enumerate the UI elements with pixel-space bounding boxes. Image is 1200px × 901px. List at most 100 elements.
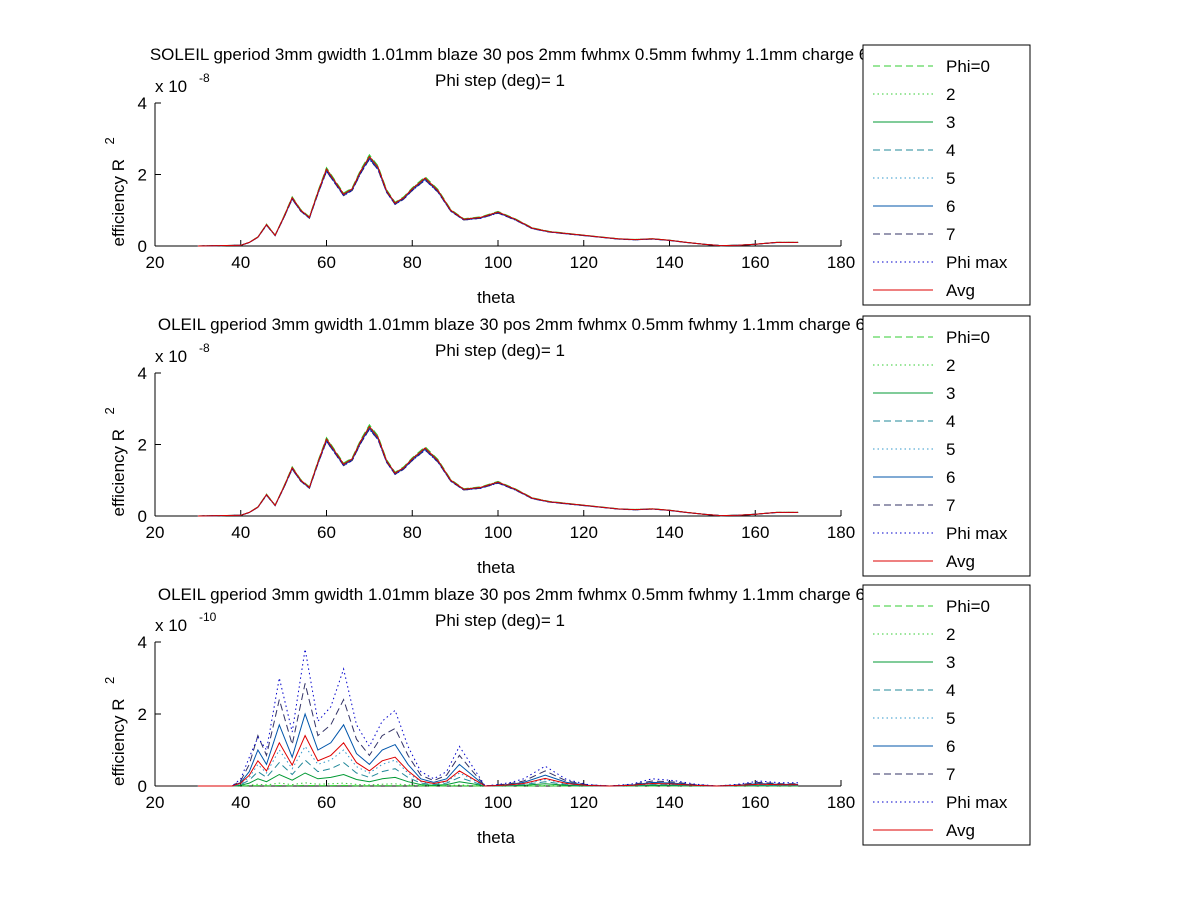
x-tick-label: 20 xyxy=(146,253,165,272)
series-line-3 xyxy=(197,155,799,247)
y-axis-label-group: efficiency R 2 xyxy=(102,407,128,516)
legend-entry: 5 xyxy=(946,709,955,728)
chart-title: OLEIL gperiod 3mm gwidth 1.01mm blaze 30… xyxy=(158,585,930,604)
series-line-phi-0 xyxy=(197,153,799,247)
legend-entry: 6 xyxy=(946,197,955,216)
x-tick-label: 20 xyxy=(146,793,165,812)
x-tick-label: 80 xyxy=(403,793,422,812)
y-multiplier-exponent: -8 xyxy=(199,71,210,85)
x-tick-label: 40 xyxy=(231,253,250,272)
series-line-6 xyxy=(197,427,799,517)
legend-entry: 3 xyxy=(946,384,955,403)
subplot-3: OLEIL gperiod 3mm gwidth 1.01mm blaze 30… xyxy=(102,584,1031,847)
chart-title: OLEIL gperiod 3mm gwidth 1.01mm blaze 30… xyxy=(158,315,930,334)
y-tick-label: 0 xyxy=(138,237,147,256)
y-tick-label: 0 xyxy=(138,777,147,796)
x-tick-label: 80 xyxy=(403,523,422,542)
legend-entry: Phi max xyxy=(946,793,1008,812)
y-axis-label-superscript: 2 xyxy=(102,407,117,414)
series-line-3 xyxy=(197,772,799,787)
y-tick-label: 4 xyxy=(138,94,147,113)
series-line-phi-0 xyxy=(197,784,799,787)
x-tick-label: 60 xyxy=(317,793,336,812)
series-line-7 xyxy=(197,158,799,247)
x-tick-label: 100 xyxy=(484,793,512,812)
x-tick-label: 20 xyxy=(146,523,165,542)
x-tick-label: 160 xyxy=(741,523,769,542)
legend-box xyxy=(862,44,1031,306)
series-line-5 xyxy=(197,427,799,517)
legend: Phi=0 2 3 4 5 6 7 Phi max Avg xyxy=(862,584,1031,846)
y-multiplier-exponent: -8 xyxy=(199,341,210,355)
legend-entry: Phi=0 xyxy=(946,57,990,76)
subplot-2: OLEIL gperiod 3mm gwidth 1.01mm blaze 30… xyxy=(102,315,1031,577)
x-tick-label: 60 xyxy=(317,253,336,272)
legend: Phi=0 2 3 4 5 6 7 Phi max Avg xyxy=(862,315,1031,577)
series-line-phi-max xyxy=(197,158,799,247)
legend-entry: 7 xyxy=(946,496,955,515)
x-tick-label: 100 xyxy=(484,253,512,272)
x-tick-label: 180 xyxy=(827,253,855,272)
x-tick-label: 120 xyxy=(570,253,598,272)
y-tick-label: 2 xyxy=(138,166,147,185)
legend-entry: 3 xyxy=(946,113,955,132)
series-line-phi-max xyxy=(197,649,799,787)
y-tick-label: 4 xyxy=(138,633,147,652)
legend-entry: 4 xyxy=(946,681,955,700)
x-axis-label: theta xyxy=(477,558,515,577)
series-line-4 xyxy=(197,426,799,517)
legend-entry: 2 xyxy=(946,356,955,375)
y-axis-label: efficiency R xyxy=(109,429,128,517)
x-tick-label: 100 xyxy=(484,523,512,542)
series-line-phi-max xyxy=(197,428,799,517)
y-multiplier: x 10 xyxy=(155,77,187,96)
y-tick-label: 4 xyxy=(138,364,147,383)
legend-entry: Avg xyxy=(946,281,975,300)
y-multiplier: x 10 xyxy=(155,616,187,635)
chart-subtitle: Phi step (deg)= 1 xyxy=(435,611,565,630)
series-line-2 xyxy=(197,424,799,517)
y-axis-label-superscript: 2 xyxy=(102,677,117,684)
x-tick-label: 140 xyxy=(655,523,683,542)
x-tick-label: 120 xyxy=(570,793,598,812)
legend-entry: 2 xyxy=(946,85,955,104)
legend-entry: Avg xyxy=(946,552,975,571)
x-tick-label: 160 xyxy=(741,793,769,812)
y-axis-label-group: efficiency R 2 xyxy=(102,137,128,246)
x-tick-label: 140 xyxy=(655,253,683,272)
y-tick-label: 2 xyxy=(138,436,147,455)
legend-entry: Phi=0 xyxy=(946,328,990,347)
legend-entry: 2 xyxy=(946,625,955,644)
y-axis-label-superscript: 2 xyxy=(102,137,117,144)
chart-subtitle: Phi step (deg)= 1 xyxy=(435,341,565,360)
x-tick-label: 40 xyxy=(231,523,250,542)
series-line-4 xyxy=(197,156,799,247)
x-tick-label: 40 xyxy=(231,793,250,812)
y-multiplier-exponent: -10 xyxy=(199,610,217,624)
legend-entry: 4 xyxy=(946,141,955,160)
legend-box xyxy=(862,315,1031,577)
legend-entry: Phi=0 xyxy=(946,597,990,616)
series-line-3 xyxy=(197,425,799,517)
series-line-6 xyxy=(197,712,799,787)
legend-entry: Phi max xyxy=(946,524,1008,543)
legend-box xyxy=(862,584,1031,846)
chart-subtitle: Phi step (deg)= 1 xyxy=(435,71,565,90)
y-multiplier: x 10 xyxy=(155,347,187,366)
legend-entry: Avg xyxy=(946,821,975,840)
x-axis-label: theta xyxy=(477,828,515,847)
series-line-5 xyxy=(197,157,799,247)
series-line-6 xyxy=(197,157,799,247)
series-line-avg xyxy=(197,155,799,247)
x-tick-label: 180 xyxy=(827,793,855,812)
y-axis-label-group: efficiency R 2 xyxy=(102,677,128,786)
legend: Phi=0 2 3 4 5 6 7 Phi max Avg xyxy=(862,44,1031,306)
subplot-1: SOLEIL gperiod 3mm gwidth 1.01mm blaze 3… xyxy=(102,44,1031,307)
x-tick-label: 160 xyxy=(741,253,769,272)
x-tick-label: 80 xyxy=(403,253,422,272)
x-tick-label: 180 xyxy=(827,523,855,542)
y-tick-label: 0 xyxy=(138,507,147,526)
chart-title: SOLEIL gperiod 3mm gwidth 1.01mm blaze 3… xyxy=(150,45,938,64)
x-tick-label: 120 xyxy=(570,523,598,542)
